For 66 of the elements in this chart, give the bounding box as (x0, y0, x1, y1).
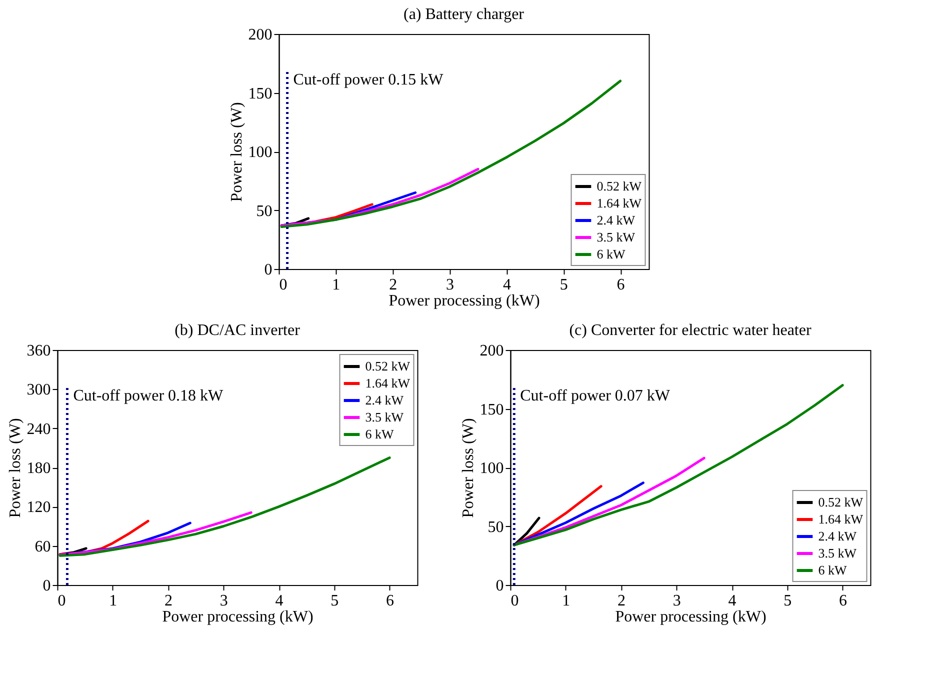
y-tick-label: 100 (248, 144, 272, 161)
y-tick-label: 360 (26, 342, 51, 360)
y-tick-label: 60 (34, 538, 51, 556)
chart-title: (b) DC/AC inverter (174, 322, 301, 339)
y-tick-label: 150 (248, 85, 272, 102)
x-axis-title: Power processing (kW) (162, 608, 314, 626)
legend-label: 0.52 kW (818, 494, 864, 510)
y-tick-label: 120 (26, 499, 51, 516)
y-tick-label: 300 (26, 382, 51, 399)
legend-label: 2.4 kW (596, 212, 636, 228)
x-tick-label: 0 (279, 276, 288, 294)
y-tick-label: 0 (496, 578, 504, 594)
legend-label: 3.5 kW (596, 230, 636, 244)
y-tick-label: 150 (480, 401, 504, 418)
x-tick-label: 2 (164, 592, 173, 610)
x-tick-label: 4 (728, 592, 736, 610)
y-tick-label: 180 (26, 460, 51, 477)
y-axis-title: Power loss (W) (228, 102, 246, 202)
legend-label: 6 kW (365, 426, 394, 442)
x-tick-label: 5 (560, 276, 568, 294)
legend-label: 6 kW (596, 246, 626, 262)
x-tick-label: 5 (784, 592, 792, 610)
y-tick-label: 50 (488, 518, 504, 536)
legend-label: 2.4 kW (818, 528, 858, 544)
line-series (58, 456, 391, 557)
legend-label: 1.64 kW (365, 376, 411, 390)
y-tick-label: 240 (26, 420, 51, 438)
y-axis-title: Power loss (W) (6, 418, 24, 518)
y-tick-label: 50 (256, 202, 272, 220)
x-tick-label: 4 (275, 592, 284, 610)
x-tick-label: 1 (109, 592, 118, 610)
chart-title: (a) Battery charger (403, 6, 525, 23)
legend-label: 6 kW (818, 562, 848, 578)
legend-label: 3.5 kW (818, 546, 858, 560)
x-tick-label: 0 (510, 592, 519, 610)
x-tick-label: 3 (672, 592, 681, 610)
ref-line-label: Cut-off power 0.15 kW (293, 72, 444, 89)
legend-label: 2.4 kW (365, 392, 404, 408)
legend-label: 0.52 kW (365, 358, 411, 374)
x-tick-label: 2 (389, 276, 398, 294)
y-tick-label: 0 (264, 262, 272, 278)
x-tick-label: 2 (618, 592, 626, 610)
y-tick-label: 0 (42, 578, 51, 594)
legend-label: 3.5 kW (365, 410, 404, 424)
x-tick-label: 1 (332, 276, 340, 294)
y-tick-label: 200 (480, 342, 504, 360)
x-axis-title: Power processing (kW) (615, 608, 766, 626)
y-tick-label: 200 (248, 26, 272, 44)
legend-label: 1.64 kW (596, 196, 642, 210)
chart-title: (c) Converter for electric water heater (569, 322, 812, 339)
x-tick-label: 6 (839, 592, 848, 610)
x-axis-title: Power processing (kW) (388, 292, 540, 310)
x-tick-label: 6 (616, 276, 625, 294)
x-tick-label: 1 (562, 592, 570, 610)
x-tick-label: 5 (330, 592, 339, 610)
legend-label: 1.64 kW (818, 512, 864, 526)
x-tick-label: 4 (502, 276, 511, 294)
y-axis-title: Power loss (W) (460, 418, 477, 518)
x-tick-label: 6 (386, 592, 394, 610)
ref-line-label: Cut-off power 0.07 kW (520, 388, 671, 405)
ref-line-label: Cut-off power 0.18 kW (73, 388, 224, 405)
y-tick-label: 100 (480, 460, 504, 477)
x-tick-label: 3 (446, 276, 454, 294)
x-tick-label: 3 (220, 592, 228, 610)
legend-label: 0.52 kW (596, 178, 642, 194)
x-tick-label: 0 (58, 592, 66, 610)
